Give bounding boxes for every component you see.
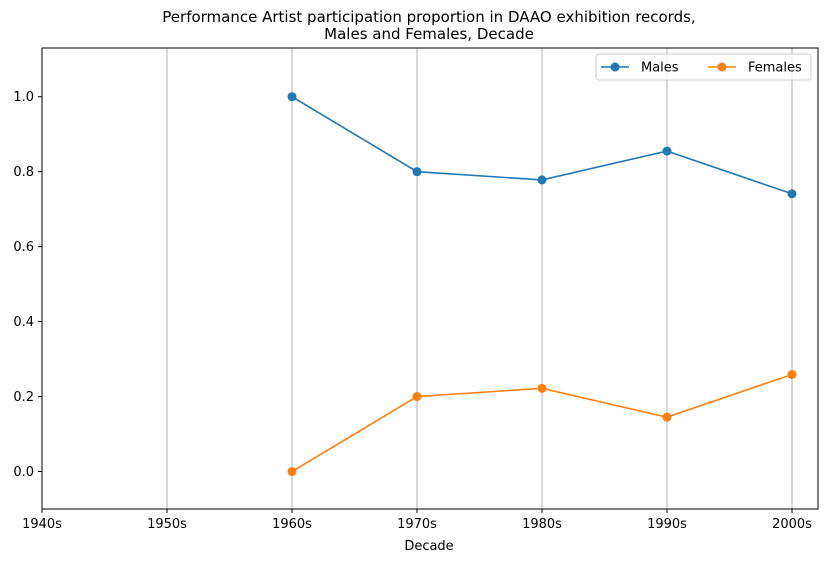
data-point-females <box>537 383 547 393</box>
data-point-males <box>412 167 422 177</box>
y-tick-label: 0.8 <box>13 165 34 180</box>
legend-box <box>595 53 812 81</box>
data-point-females <box>662 412 672 422</box>
data-point-males <box>787 189 797 199</box>
legend-marker-females <box>717 62 727 72</box>
data-point-females <box>787 369 797 379</box>
y-tick-label: 0.2 <box>13 390 34 405</box>
x-tick-label: 2000s <box>772 517 812 532</box>
plot-frame <box>41 47 819 510</box>
data-point-males <box>287 92 297 102</box>
y-tick-label: 0.0 <box>13 465 34 480</box>
x-tick-label: 1980s <box>522 517 562 532</box>
legend-label-males: Males <box>641 61 679 76</box>
data-point-females <box>412 392 422 402</box>
data-point-females <box>287 467 297 477</box>
y-tick-label: 0.4 <box>13 315 34 330</box>
grid-lines <box>41 48 793 509</box>
y-axis: 0.0 0.2 0.4 0.6 0.8 1.0 <box>13 90 42 480</box>
x-tick-label: 1960s <box>272 517 312 532</box>
legend-marker-males <box>610 62 620 72</box>
chart-subtitle: Males and Females, Decade <box>324 25 534 43</box>
y-tick-label: 0.6 <box>13 240 34 255</box>
x-tick-label: 1970s <box>397 517 437 532</box>
series-layer <box>287 92 797 477</box>
chart-title: Performance Artist participation proport… <box>162 8 695 26</box>
x-tick-label: 1950s <box>147 517 187 532</box>
legend: Males Females <box>595 53 812 81</box>
x-axis-label: Decade <box>404 539 453 554</box>
legend-label-females: Females <box>748 61 802 76</box>
x-tick-label: 1990s <box>647 517 687 532</box>
x-tick-label: 1940s <box>22 517 62 532</box>
data-point-males <box>537 175 547 185</box>
y-tick-label: 1.0 <box>13 90 34 105</box>
x-axis: 1940s 1950s 1960s 1970s 1980s 1990s 2000s <box>22 509 812 532</box>
data-point-males <box>662 146 672 156</box>
